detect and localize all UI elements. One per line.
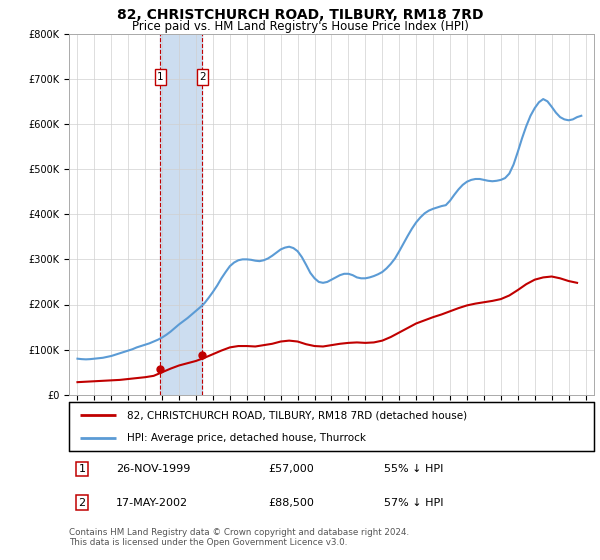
Text: £57,000: £57,000 <box>269 464 314 474</box>
Text: 82, CHRISTCHURCH ROAD, TILBURY, RM18 7RD: 82, CHRISTCHURCH ROAD, TILBURY, RM18 7RD <box>117 8 483 22</box>
Text: 26-NOV-1999: 26-NOV-1999 <box>116 464 191 474</box>
Text: 17-MAY-2002: 17-MAY-2002 <box>116 498 188 507</box>
Text: 82, CHRISTCHURCH ROAD, TILBURY, RM18 7RD (detached house): 82, CHRISTCHURCH ROAD, TILBURY, RM18 7RD… <box>127 410 467 421</box>
Text: 2: 2 <box>79 498 86 507</box>
Text: HPI: Average price, detached house, Thurrock: HPI: Average price, detached house, Thur… <box>127 433 366 444</box>
Text: 57% ↓ HPI: 57% ↓ HPI <box>384 498 443 507</box>
Text: 1: 1 <box>157 72 164 82</box>
Text: 55% ↓ HPI: 55% ↓ HPI <box>384 464 443 474</box>
Text: 1: 1 <box>79 464 86 474</box>
Text: Contains HM Land Registry data © Crown copyright and database right 2024.
This d: Contains HM Land Registry data © Crown c… <box>69 528 409 547</box>
Bar <box>160 34 202 395</box>
Text: 2: 2 <box>199 72 206 82</box>
Text: £88,500: £88,500 <box>269 498 314 507</box>
Text: Price paid vs. HM Land Registry's House Price Index (HPI): Price paid vs. HM Land Registry's House … <box>131 20 469 32</box>
